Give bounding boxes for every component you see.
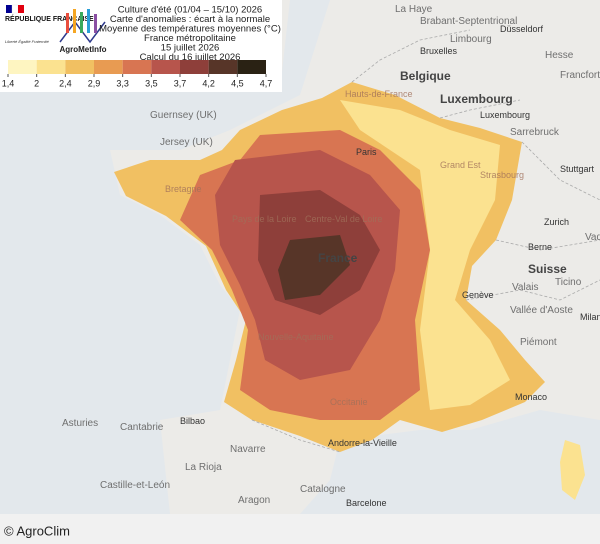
legend-tick-label: 3,7: [174, 78, 187, 88]
legend-tick-label: 1,4: [2, 78, 15, 88]
place-label: France: [318, 251, 358, 265]
place-label: Nouvelle-Aquitaine: [258, 332, 334, 342]
place-label: Limbourg: [450, 34, 492, 45]
republic: RÉPUBLIQUE FRANÇAISE: [5, 14, 94, 23]
place-label: Vaduz: [585, 232, 600, 243]
place-label: Zurich: [544, 217, 569, 227]
borders: [251, 29, 600, 453]
place-label: Düsseldorf: [500, 24, 544, 34]
place-label: Grand Est: [440, 160, 481, 170]
place-label: Jersey (UK): [160, 137, 213, 148]
place-label: Barcelone: [346, 498, 387, 508]
title-block: Culture d'été (01/04 – 15/10) 2026Carte …: [99, 5, 281, 64]
place-label: Bretagne: [165, 184, 202, 194]
place-label: Francfort-sur-le-Main: [560, 70, 600, 81]
place-label: Belgique: [400, 69, 451, 83]
place-label: Bruxelles: [420, 46, 458, 56]
place-label: Centre-Val de Loire: [305, 214, 382, 224]
motto: Liberté Égalité Fraternité: [5, 39, 50, 44]
legend-tick-label: 2,9: [88, 78, 101, 88]
brand: AgroMetInfo: [59, 45, 106, 54]
flag-red: [18, 5, 24, 13]
place-label: Piémont: [520, 337, 557, 348]
place-label: Hesse: [545, 50, 574, 61]
title-line: Calcul du 16 juillet 2026: [140, 52, 241, 63]
region-fill: [278, 235, 350, 300]
place-label: Stuttgart: [560, 164, 595, 174]
legend: 1,4 2 2,4 2,9 3,3 3,5 3,7 4,2 4,5 4,7: [2, 60, 273, 88]
place-label: Pays de la Loire: [232, 214, 297, 224]
footer-band: [0, 514, 600, 544]
place-label: La Rioja: [185, 462, 222, 473]
legend-tick-label: 3,3: [116, 78, 129, 88]
legend-tick-label: 2,4: [59, 78, 72, 88]
place-label: Strasbourg: [480, 170, 524, 180]
title-line: Carte d'anomalies : écart à la normale: [110, 14, 270, 25]
place-label: Paris: [356, 147, 377, 157]
sea: [0, 0, 330, 514]
place-label: Valais: [512, 282, 539, 293]
place-label: Milan: [580, 312, 600, 322]
place-label: Luxembourg: [480, 110, 530, 120]
place-label: Castille-et-León: [100, 480, 170, 491]
legend-tick-label: 4,7: [260, 78, 273, 88]
place-label: Monaco: [515, 392, 547, 402]
place-label: Cantabrie: [120, 422, 164, 433]
credit: © AgroClim: [4, 523, 70, 538]
legend-tick-label: 2: [34, 78, 39, 88]
title-line: 15 juillet 2026: [161, 43, 220, 54]
legend-swatch: [237, 60, 266, 74]
place-labels: La Haye Brabant-Septentrional Limbourg D…: [62, 4, 600, 508]
legend-swatch: [65, 60, 94, 74]
legend-swatch: [180, 60, 209, 74]
place-label: Hauts-de-France: [345, 89, 413, 99]
place-label: Brabant-Septentrional: [420, 16, 517, 27]
place-label: Catalogne: [300, 484, 346, 495]
title-line: Culture d'été (01/04 – 15/10) 2026: [118, 5, 262, 16]
place-label: Navarre: [230, 444, 266, 455]
flag-blue: [6, 5, 12, 13]
brand-logo: AgroMetInfo: [59, 9, 107, 54]
legend-swatch: [122, 60, 152, 74]
legend-tick-label: 4,2: [202, 78, 215, 88]
legend-swatch: [36, 60, 66, 74]
place-label: Suisse: [528, 262, 567, 276]
place-label: Asturies: [62, 418, 98, 429]
legend-tick-label: 3,5: [145, 78, 158, 88]
flag-white: [11, 4, 19, 14]
legend-swatch: [8, 60, 37, 74]
place-label: Luxembourg: [440, 92, 513, 106]
title-line: Moyenne des températures moyennes (°C): [99, 24, 281, 35]
legend-tick-label: 4,5: [231, 78, 244, 88]
place-label: Sarrebruck: [510, 127, 560, 138]
place-label: Berne: [528, 242, 552, 252]
place-label: Vallée d'Aoste: [510, 305, 573, 316]
place-label: Guernsey (UK): [150, 110, 217, 121]
place-label: Bilbao: [180, 416, 205, 426]
region-fill: [340, 100, 510, 410]
place-label: Ticino: [555, 277, 582, 288]
header-panel: [0, 0, 282, 92]
legend-swatch: [208, 60, 238, 74]
place-label: Aragon: [238, 495, 270, 506]
place-label: La Haye: [395, 4, 433, 15]
title-line: France métropolitaine: [144, 33, 236, 44]
legend-swatch: [94, 60, 123, 74]
legend-swatch: [151, 60, 180, 74]
corsica: [560, 440, 585, 500]
place-label: Genève: [462, 290, 494, 300]
place-label: Occitanie: [330, 397, 368, 407]
place-label: Andorre-la-Vieille: [328, 438, 397, 448]
